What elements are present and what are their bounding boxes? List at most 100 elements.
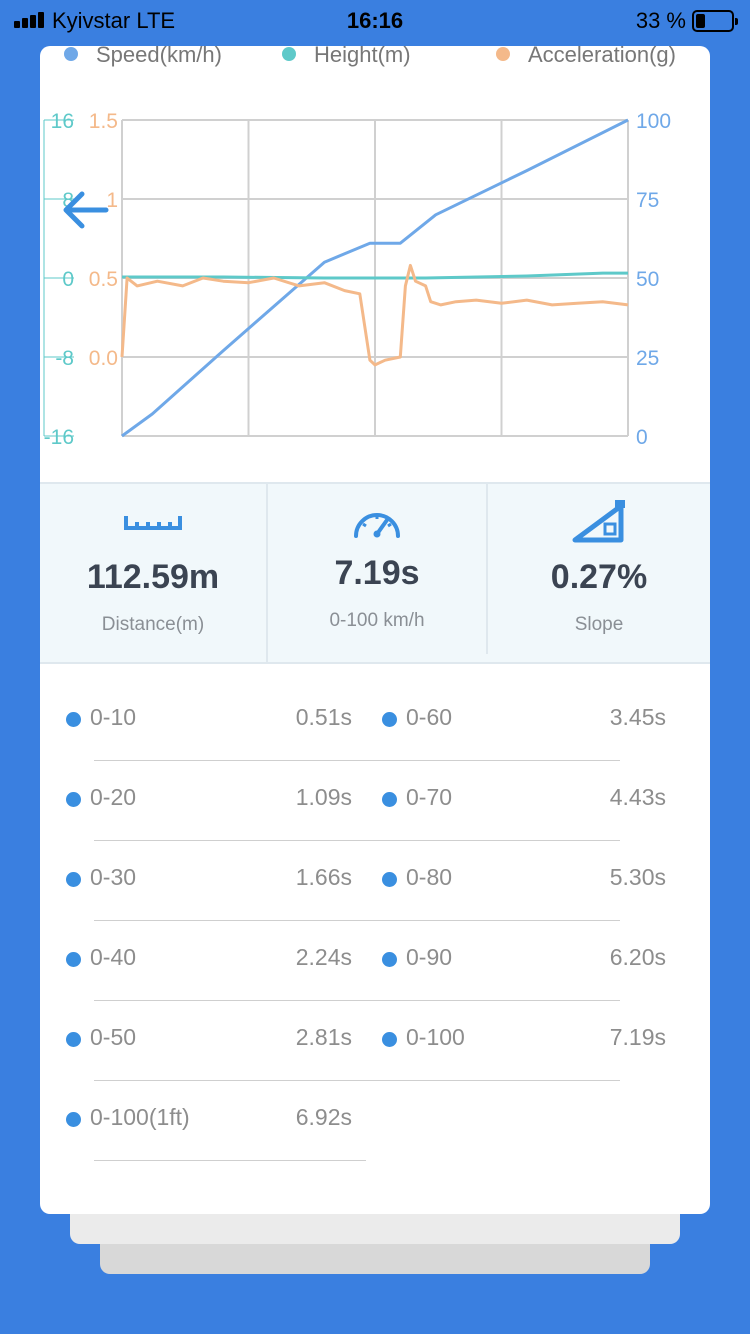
row-divider [94, 920, 366, 921]
slope-icon [572, 500, 625, 543]
y-tick-label-speed: 100 [636, 110, 671, 133]
row-divider [94, 840, 366, 841]
split-time: 2.81s [295, 1024, 352, 1050]
y-tick-label-height: 0 [62, 268, 74, 291]
split-label: 0-70 [406, 784, 453, 810]
split-label: 0-20 [90, 784, 137, 810]
battery-percent: 33 % [635, 8, 686, 33]
stat-distance: 112.59m Distance(m) [40, 484, 266, 662]
stat-zero-to-hundred: 7.19s 0-100 km/h [268, 484, 486, 662]
distance-label: Distance(m) [101, 614, 205, 635]
split-dot [382, 872, 397, 887]
legend-item-height[interactable]: Height(m) [282, 46, 411, 68]
row-divider [366, 760, 620, 761]
legend-label: Speed(km/h) [96, 46, 222, 67]
split-time: 4.43s [609, 784, 666, 810]
split-time: 1.66s [295, 864, 352, 890]
split-time: 1.09s [295, 784, 352, 810]
arrow-left-icon [63, 191, 109, 229]
slope-label: Slope [574, 614, 624, 635]
distance-value: 112.59m [86, 558, 220, 596]
split-dot [382, 712, 397, 727]
split-row: 0-100(1ft) 6.92s [66, 1102, 352, 1142]
speed-chart: 16 8 0 -8 -16 1.5 1 0.5 0.0 100 75 50 25 0 [40, 90, 710, 450]
carrier-label: Kyivstar LTE [52, 8, 176, 33]
split-dot [66, 1112, 81, 1127]
result-card: Speed(km/h) Height(m) Acceleration(g) 16… [40, 46, 710, 1214]
split-time: 0.51s [295, 704, 352, 730]
row-divider [366, 840, 620, 841]
split-row: 0-70 4.43s [382, 782, 666, 822]
split-row: 0-60 3.45s [382, 702, 666, 742]
split-time: 6.20s [609, 944, 666, 970]
split-row: 0-30 1.66s [66, 862, 352, 902]
split-dot [382, 792, 397, 807]
zero-to-hundred-value: 7.19s [334, 554, 420, 592]
legend-dot [496, 47, 510, 61]
split-time: 2.24s [295, 944, 352, 970]
stats-row: 112.59m Distance(m) 7.19s 0-100 km/h 0.2… [40, 482, 710, 664]
legend-item-acceleration[interactable]: Acceleration(g) [496, 46, 676, 68]
split-dot [66, 872, 81, 887]
slope-value: 0.27% [550, 558, 648, 596]
split-label: 0-90 [406, 944, 453, 970]
y-tick-label-height: 16 [51, 110, 74, 133]
y-tick-label-height: -8 [55, 347, 74, 370]
status-bar: Kyivstar LTE 16:16 33 % [0, 0, 750, 40]
row-divider [94, 760, 366, 761]
back-button[interactable] [58, 186, 114, 234]
split-label: 0-50 [90, 1024, 137, 1050]
battery-icon [692, 10, 738, 32]
split-label: 0-10 [90, 704, 137, 730]
split-time: 7.19s [609, 1024, 666, 1050]
divider [266, 484, 268, 662]
split-label: 0-100(1ft) [90, 1104, 190, 1130]
legend-dot [64, 47, 78, 61]
split-time: 5.30s [609, 864, 666, 890]
row-divider [366, 920, 620, 921]
row-divider [94, 1160, 366, 1161]
speedometer-icon [354, 513, 400, 538]
chart-svg: 16 8 0 -8 -16 1.5 1 0.5 0.0 100 75 50 25 0 [43, 110, 671, 449]
split-dot [66, 952, 81, 967]
split-row: 0-10 0.51s [66, 702, 352, 742]
stat-slope: 0.27% Slope [488, 484, 710, 662]
split-label: 0-60 [406, 704, 453, 730]
divider [486, 484, 488, 654]
legend-label: Acceleration(g) [528, 46, 676, 67]
split-dot [66, 1032, 81, 1047]
split-dot [66, 792, 81, 807]
split-row: 0-20 1.09s [66, 782, 352, 822]
series-line-height [122, 271, 628, 280]
split-label: 0-40 [90, 944, 137, 970]
legend-item-speed[interactable]: Speed(km/h) [64, 46, 222, 68]
y-tick-label-acceleration: 1.5 [89, 110, 118, 133]
row-divider [366, 1080, 620, 1081]
y-tick-label-acceleration: 1 [106, 189, 118, 212]
row-divider [94, 1080, 366, 1081]
row-divider [94, 1000, 366, 1001]
ruler-icon [124, 516, 182, 530]
y-tick-label-speed: 50 [636, 268, 659, 291]
split-row: 0-40 2.24s [66, 942, 352, 982]
y-tick-label-height: -16 [44, 426, 74, 449]
zero-to-hundred-label: 0-100 km/h [329, 610, 425, 631]
split-dot [66, 712, 81, 727]
y-tick-label-acceleration: 0.0 [89, 347, 118, 370]
y-tick-label-height: 8 [62, 189, 74, 212]
split-row: 0-100 7.19s [382, 1022, 666, 1062]
split-row: 0-50 2.81s [66, 1022, 352, 1062]
chart-legend: Speed(km/h) Height(m) Acceleration(g) [40, 46, 710, 74]
split-dot [382, 952, 397, 967]
y-tick-label-acceleration: 0.5 [89, 268, 118, 291]
split-row: 0-80 5.30s [382, 862, 666, 902]
row-divider [366, 1000, 620, 1001]
legend-label: Height(m) [314, 46, 411, 67]
legend-dot [282, 47, 296, 61]
series-line-acceleration [120, 263, 629, 367]
y-tick-label-speed: 75 [636, 189, 659, 212]
clock: 16:16 [346, 8, 404, 33]
y-tick-label-speed: 25 [636, 347, 659, 370]
split-label: 0-30 [90, 864, 137, 890]
series-line-speed [121, 118, 629, 438]
